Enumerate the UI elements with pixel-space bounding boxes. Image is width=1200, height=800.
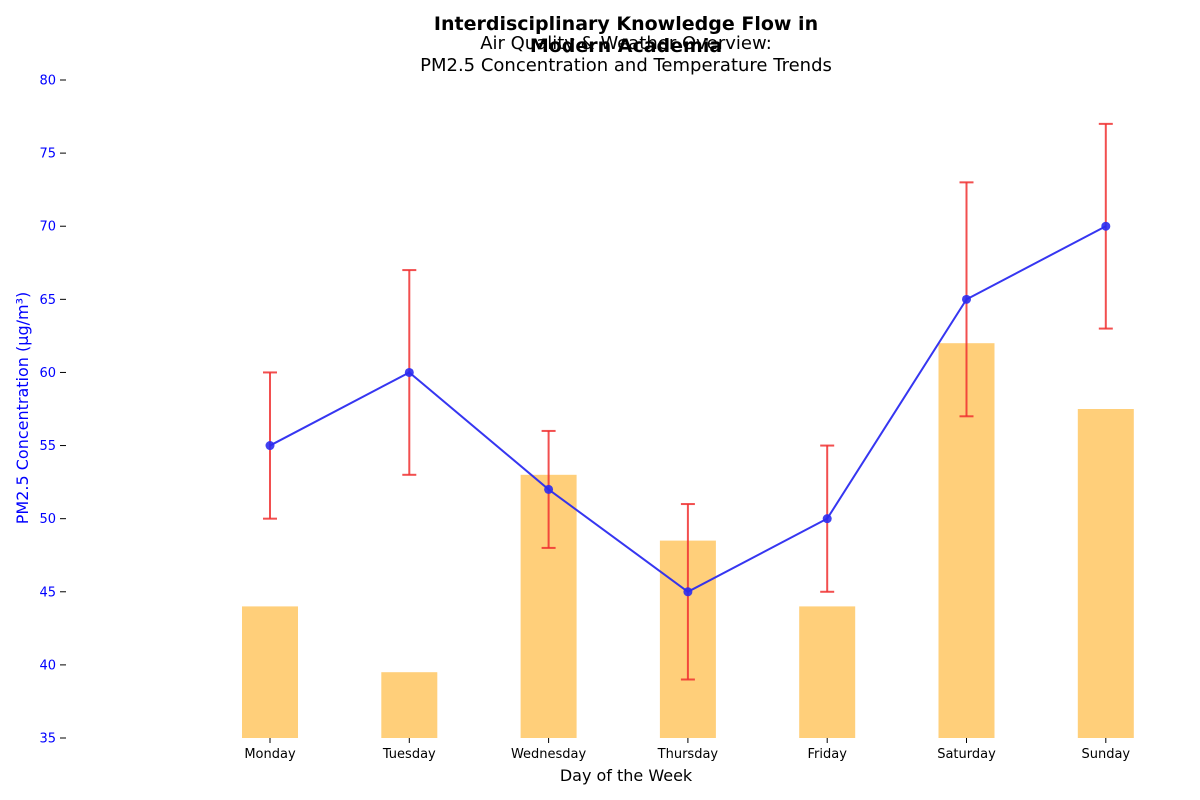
line-series <box>265 221 1111 597</box>
data-point <box>404 367 414 377</box>
chart-suptitle: Interdisciplinary Knowledge Flow in Mode… <box>434 13 818 57</box>
y-tick-label: 35 <box>39 732 56 747</box>
y-tick-label: 70 <box>39 220 56 235</box>
y-tick-label: 40 <box>39 658 56 673</box>
x-tick-label: Tuesday <box>382 747 436 762</box>
bar <box>1077 409 1134 738</box>
chart-suptitle-line-1: Interdisciplinary Knowledge Flow in <box>434 13 818 35</box>
data-point <box>822 514 832 524</box>
y-tick-label: 80 <box>39 74 56 89</box>
y-tick-label: 50 <box>39 512 56 527</box>
data-point <box>1101 221 1111 231</box>
bar-series <box>242 343 1134 738</box>
chart-title-line-2: PM2.5 Concentration and Temperature Tren… <box>420 55 832 76</box>
data-point <box>962 294 971 304</box>
x-tick-label: Thursday <box>657 747 719 762</box>
chart-title-line-1: Air Quality & Weather Overview: <box>480 33 772 54</box>
y-axis-label: PM2.5 Concentration (µg/m³) <box>13 292 32 524</box>
x-tick-label: Sunday <box>1081 747 1130 762</box>
bar <box>799 606 856 738</box>
data-point <box>265 441 275 451</box>
x-tick-label: Saturday <box>937 747 996 762</box>
chart-title: Air Quality & Weather Overview: PM2.5 Co… <box>420 33 832 76</box>
x-tick-label: Wednesday <box>511 747 587 762</box>
x-axis-label: Day of the Week <box>560 766 693 785</box>
chart-suptitle-line-2: Modern Academia <box>530 35 722 57</box>
x-axis: Monday Tuesday Wednesday Thursday Friday Satu… <box>244 738 1130 762</box>
data-point <box>683 587 693 597</box>
bar <box>242 606 298 738</box>
y-tick-label: 65 <box>39 293 56 308</box>
data-point <box>544 484 554 494</box>
bar <box>381 672 438 738</box>
y-axis: 35 40 45 50 55 60 65 70 75 80 <box>39 74 66 747</box>
y-tick-label: 45 <box>39 585 56 600</box>
x-tick-label: Monday <box>244 747 296 762</box>
y-tick-label: 55 <box>39 439 56 454</box>
x-tick-label: Friday <box>807 747 847 762</box>
y-tick-label: 60 <box>39 366 56 381</box>
y-tick-label: 75 <box>39 147 56 162</box>
